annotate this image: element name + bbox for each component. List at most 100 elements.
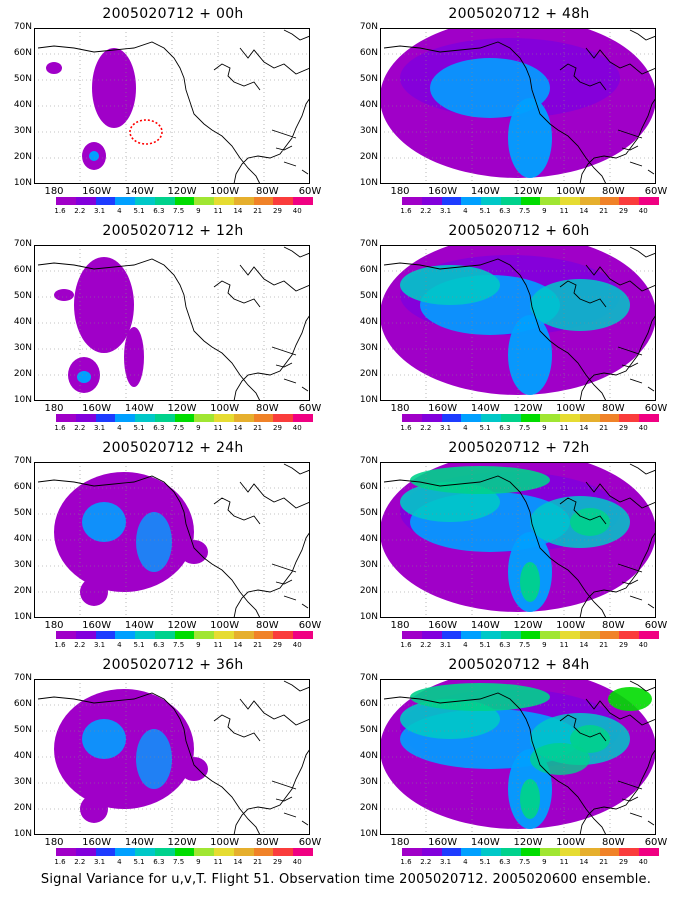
colorbar-label: 40 bbox=[292, 424, 302, 432]
y-tick-label: 20N bbox=[359, 369, 378, 379]
colorbar-swatch bbox=[639, 848, 659, 856]
x-tick-label: 140W bbox=[470, 403, 500, 414]
colorbar-swatch bbox=[481, 414, 501, 422]
y-tick-label: 30N bbox=[359, 777, 378, 787]
y-tick-label: 10N bbox=[13, 395, 32, 405]
colorbar-label: 4 bbox=[117, 207, 122, 215]
colorbar bbox=[402, 848, 659, 856]
colorbar-swatch bbox=[461, 631, 482, 639]
colorbar-swatch bbox=[115, 848, 136, 856]
colorbar-label: 4 bbox=[463, 424, 468, 432]
colorbar-label: 40 bbox=[292, 207, 302, 215]
colorbar-swatch bbox=[273, 631, 294, 639]
colorbar-swatch bbox=[579, 631, 600, 639]
colorbar-label: 2.2 bbox=[420, 641, 432, 649]
colorbar-label: 1.6 bbox=[400, 858, 412, 866]
forecast-panel: 2005020712 + 84h 70N 60N 50N 40N 30N 20N 10N 180… bbox=[346, 651, 692, 866]
colorbar-swatch bbox=[461, 848, 482, 856]
variance-contour bbox=[136, 512, 172, 572]
colorbar-swatch bbox=[56, 848, 76, 856]
colorbar-swatch bbox=[520, 848, 541, 856]
x-tick-label: 160W bbox=[428, 837, 458, 848]
colorbar-label: 5.1 bbox=[133, 207, 145, 215]
colorbar-label: 2.2 bbox=[420, 207, 432, 215]
coastline bbox=[37, 29, 310, 184]
colorbar-label: 21 bbox=[253, 424, 263, 432]
x-tick-label: 180 bbox=[44, 837, 64, 848]
colorbar-swatch bbox=[253, 631, 274, 639]
colorbar-label: 1.6 bbox=[54, 424, 66, 432]
x-tick-label: 140W bbox=[470, 186, 500, 197]
variance-contour bbox=[400, 265, 500, 305]
x-tick-label: 160W bbox=[82, 403, 112, 414]
y-tick-label: 20N bbox=[359, 803, 378, 813]
colorbar-label: 3.1 bbox=[439, 641, 452, 649]
colorbar-label: 2.2 bbox=[420, 424, 432, 432]
colorbar-swatch bbox=[599, 414, 620, 422]
colorbar-swatch bbox=[75, 414, 96, 422]
colorbar-swatch bbox=[619, 848, 640, 856]
colorbar-swatch bbox=[421, 197, 442, 205]
colorbar-label: 4 bbox=[463, 858, 468, 866]
colorbar-label: 6.3 bbox=[499, 424, 511, 432]
colorbar-swatch bbox=[273, 197, 294, 205]
colorbar-swatch bbox=[174, 848, 195, 856]
y-tick-label: 10N bbox=[13, 178, 32, 188]
colorbar-label: 4 bbox=[117, 858, 122, 866]
colorbar-label: 40 bbox=[638, 858, 648, 866]
colorbar-label: 21 bbox=[599, 858, 609, 866]
y-tick-label: 60N bbox=[359, 699, 378, 709]
colorbar-label: 2.2 bbox=[74, 641, 86, 649]
variance-contour bbox=[530, 279, 630, 331]
colorbar-swatch bbox=[75, 631, 96, 639]
y-tick-label: 30N bbox=[13, 126, 32, 136]
colorbar-swatch bbox=[481, 197, 501, 205]
x-tick-label: 120W bbox=[513, 403, 543, 414]
colorbar-swatch bbox=[194, 631, 215, 639]
y-tick-label: 70N bbox=[13, 239, 32, 249]
colorbar-swatch bbox=[174, 197, 195, 205]
colorbar-swatch bbox=[461, 197, 482, 205]
colorbar-swatch bbox=[402, 848, 422, 856]
y-tick-label: 30N bbox=[359, 560, 378, 570]
x-tick-label: 180 bbox=[390, 620, 410, 631]
colorbar-label: 1.6 bbox=[54, 858, 66, 866]
y-tick-label: 70N bbox=[13, 22, 32, 32]
panel-title: 2005020712 + 00h bbox=[102, 6, 244, 22]
variance-contour bbox=[74, 257, 134, 353]
colorbar-label: 40 bbox=[638, 207, 648, 215]
x-tick-label: 80W bbox=[602, 403, 625, 414]
panel-title: 2005020712 + 84h bbox=[448, 657, 590, 673]
colorbar-swatch bbox=[461, 414, 482, 422]
x-tick-label: 180 bbox=[44, 620, 64, 631]
y-tick-label: 60N bbox=[13, 265, 32, 275]
colorbar-label: 9 bbox=[196, 207, 201, 215]
colorbar-swatch bbox=[56, 631, 76, 639]
map-plot bbox=[34, 679, 310, 835]
y-tick-label: 50N bbox=[13, 725, 32, 735]
panel-title: 2005020712 + 24h bbox=[102, 440, 244, 456]
colorbar-swatch bbox=[560, 197, 580, 205]
x-tick-label: 140W bbox=[124, 403, 154, 414]
x-tick-label: 80W bbox=[256, 403, 279, 414]
map-plot bbox=[380, 28, 656, 184]
variance-contour bbox=[570, 508, 610, 536]
y-tick-label: 20N bbox=[13, 152, 32, 162]
colorbar-label: 11 bbox=[559, 858, 569, 866]
x-tick-label: 180 bbox=[44, 403, 64, 414]
colorbar-label: 14 bbox=[579, 207, 589, 215]
variance-contour bbox=[82, 719, 126, 759]
variance-contour bbox=[410, 466, 550, 494]
colorbar-label: 7.5 bbox=[519, 207, 531, 215]
colorbar-label: 5.1 bbox=[133, 858, 145, 866]
coastline bbox=[383, 680, 656, 835]
y-tick-label: 60N bbox=[13, 48, 32, 58]
colorbar-swatch bbox=[402, 631, 422, 639]
x-tick-label: 60W bbox=[644, 837, 668, 848]
x-tick-label: 140W bbox=[124, 620, 154, 631]
y-tick-label: 10N bbox=[359, 612, 378, 622]
forecast-panel: 2005020712 + 60h 70N 60N 50N 40N 30N 20N 10N 180… bbox=[346, 217, 692, 432]
x-tick-label: 100W bbox=[556, 403, 586, 414]
variance-contour bbox=[530, 743, 590, 775]
colorbar-swatch bbox=[135, 414, 155, 422]
